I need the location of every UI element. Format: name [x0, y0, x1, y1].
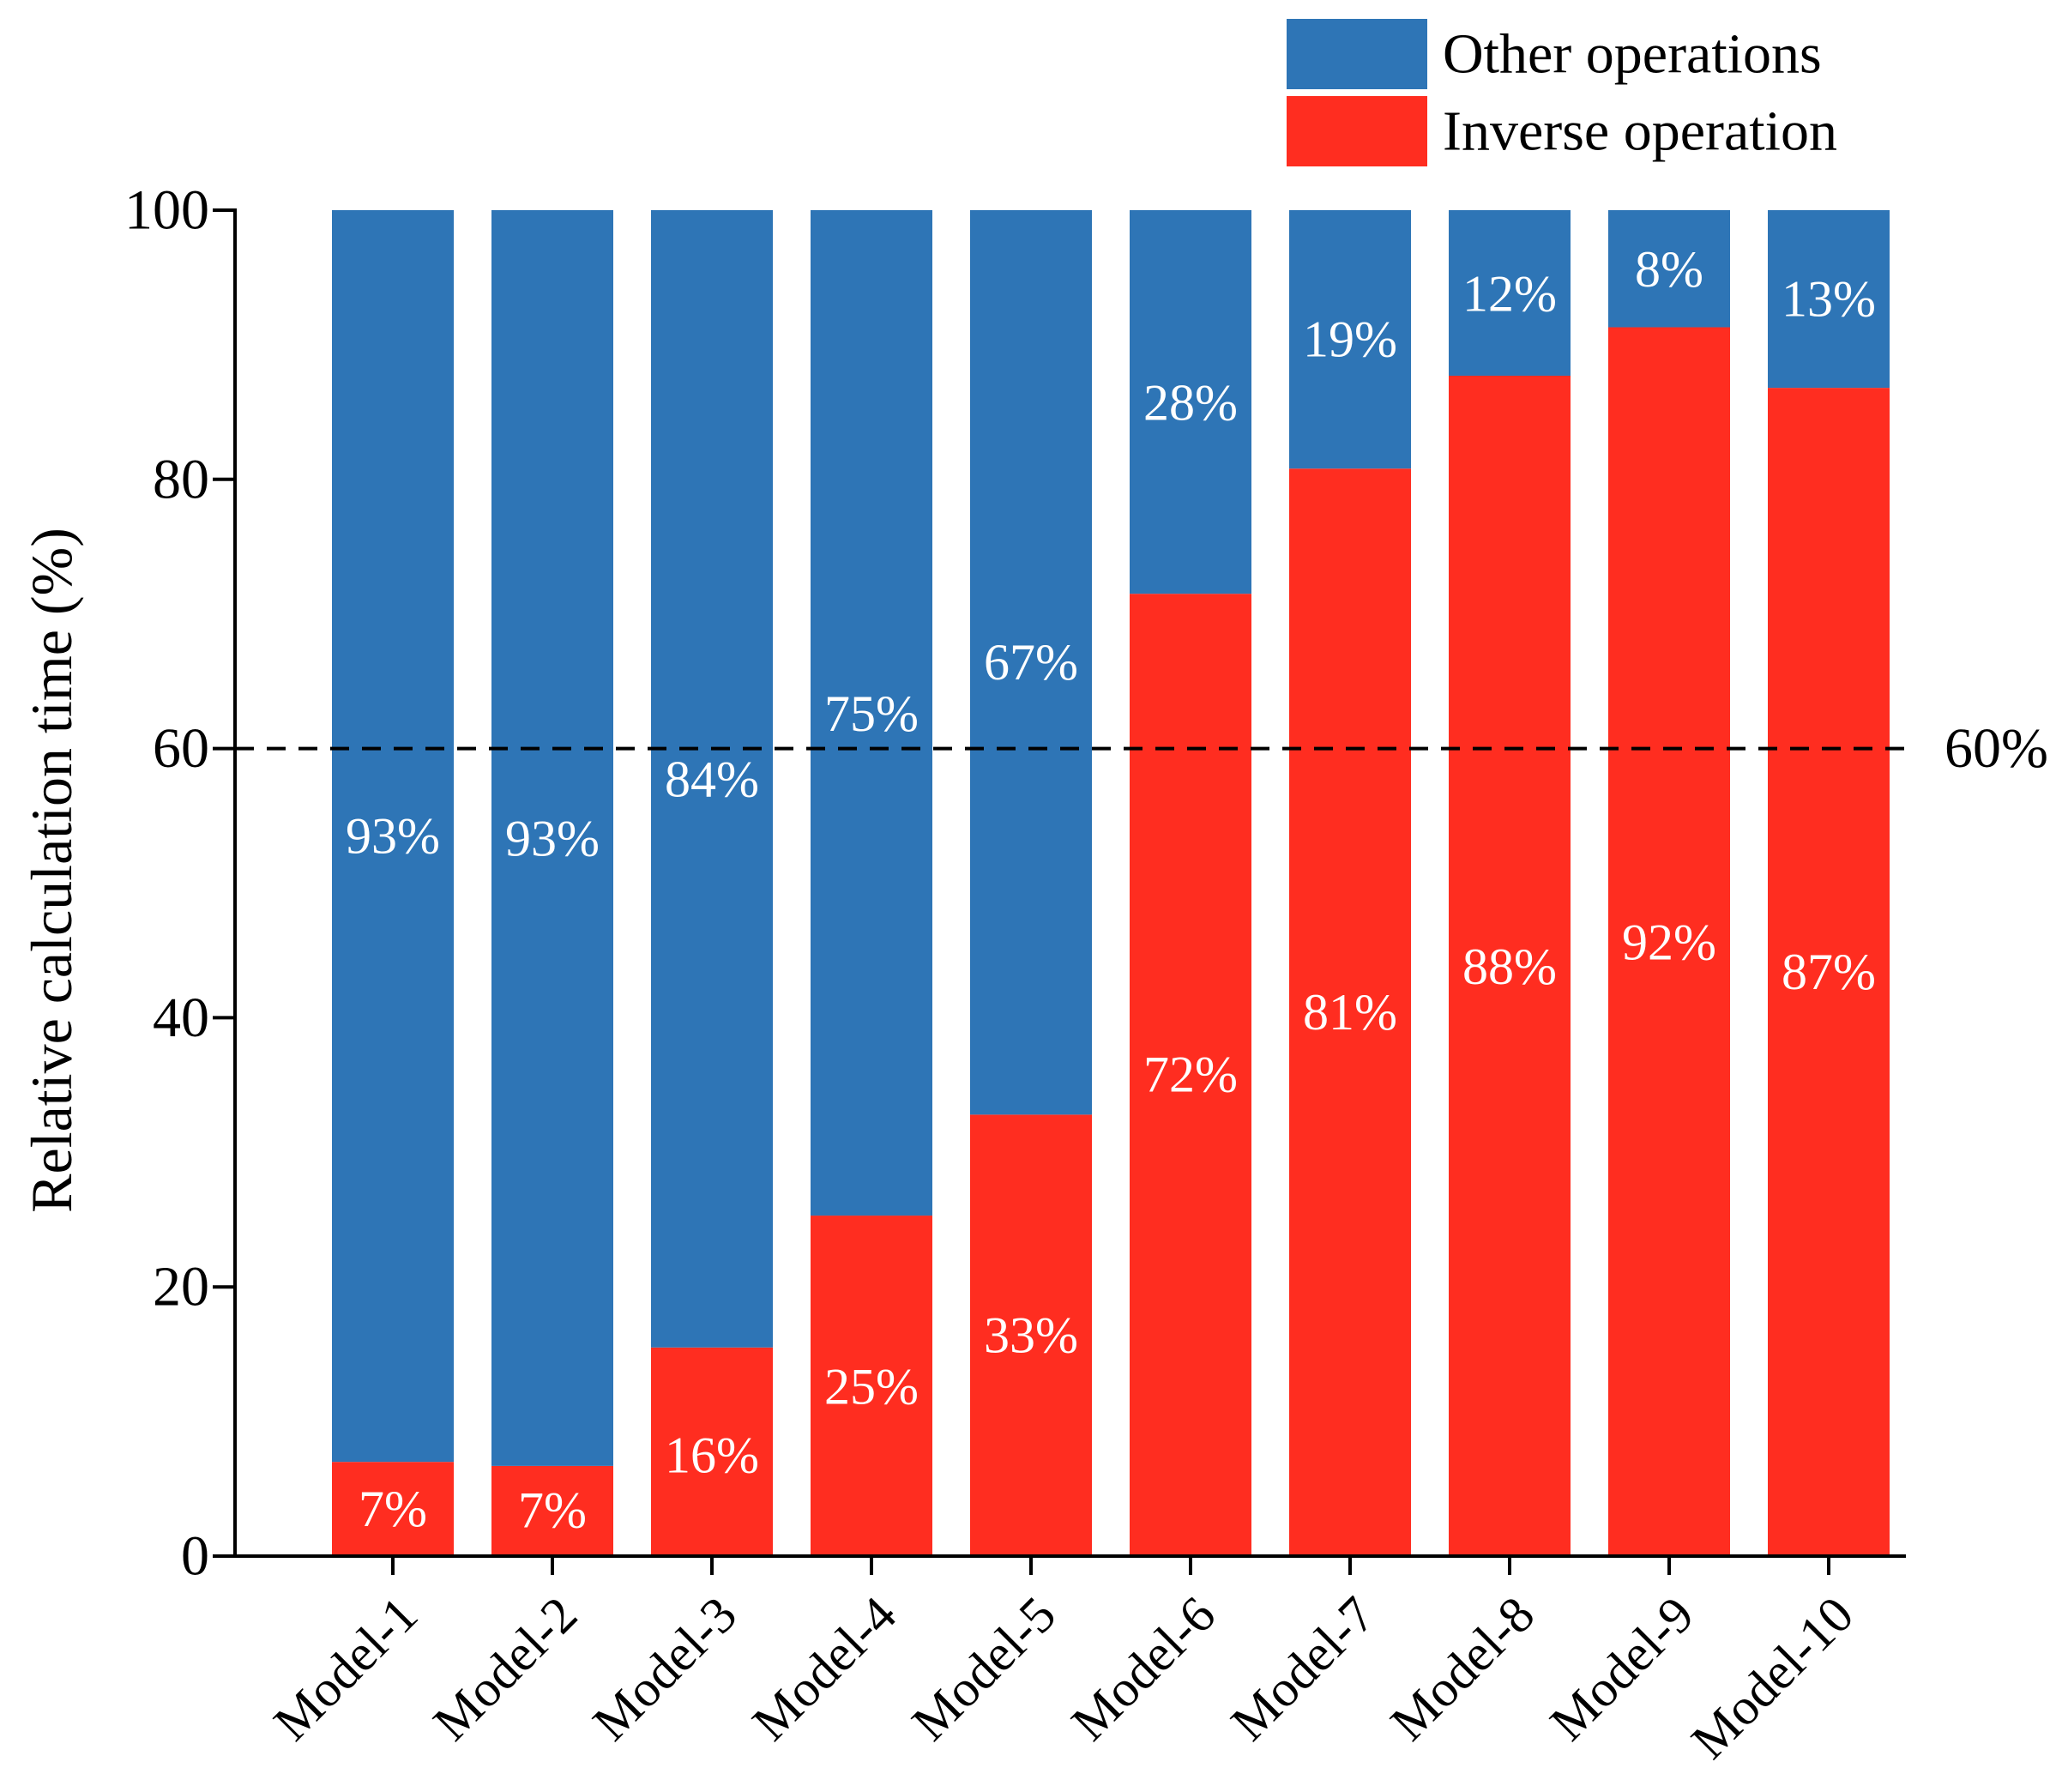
- data-label-inverse-2: 7%: [518, 1482, 587, 1539]
- bar-segment-inverse-3: [651, 1347, 773, 1556]
- bar-segment-inverse-6: [1130, 594, 1251, 1556]
- x-tick-label-3: Model-3: [582, 1586, 748, 1752]
- data-label-inverse-7: 81%: [1303, 984, 1397, 1041]
- data-label-inverse-4: 25%: [824, 1358, 919, 1415]
- y-tick-label-60: 60: [153, 717, 209, 780]
- data-label-other-8: 12%: [1462, 265, 1557, 322]
- bar-segment-other-6: [1130, 210, 1251, 594]
- legend-swatch-other: [1287, 19, 1427, 89]
- y-tick-label-40: 40: [153, 987, 209, 1049]
- bar-segment-inverse-5: [970, 1114, 1092, 1556]
- data-label-inverse-5: 33%: [984, 1307, 1078, 1364]
- bar-segment-inverse-4: [811, 1216, 932, 1556]
- bar-segment-inverse-8: [1449, 375, 1571, 1556]
- data-label-other-1: 93%: [346, 808, 440, 865]
- legend-swatch-inverse: [1287, 96, 1427, 166]
- x-tick-label-10: Model-10: [1680, 1586, 1864, 1770]
- reference-line-label: 60%: [1944, 717, 2048, 780]
- data-label-other-10: 13%: [1782, 271, 1876, 328]
- data-label-other-7: 19%: [1303, 311, 1397, 368]
- y-tick-label-20: 20: [153, 1256, 209, 1318]
- data-label-other-2: 93%: [505, 811, 600, 867]
- bar-segment-other-1: [332, 210, 454, 1463]
- bar-segment-other-5: [970, 210, 1092, 1115]
- legend-label-other: Other operations: [1443, 23, 1822, 86]
- data-label-other-9: 8%: [1635, 241, 1703, 298]
- data-label-inverse-1: 7%: [359, 1481, 427, 1537]
- x-tick-label-9: Model-9: [1540, 1586, 1705, 1752]
- bar-segment-other-10: [1768, 210, 1890, 389]
- data-label-inverse-8: 88%: [1462, 938, 1557, 995]
- bar-segment-other-9: [1608, 210, 1730, 328]
- data-label-other-6: 28%: [1143, 374, 1238, 431]
- x-tick-label-7: Model-7: [1221, 1586, 1386, 1752]
- bar-segment-inverse-7: [1289, 468, 1411, 1556]
- bars-layer: [332, 210, 1890, 1557]
- bar-segment-inverse-9: [1608, 327, 1730, 1557]
- y-axis-label: Relative calculation time (%): [19, 528, 84, 1213]
- bar-segment-inverse-1: [332, 1462, 454, 1556]
- bar-segment-other-3: [651, 210, 773, 1348]
- bar-segment-other-2: [491, 210, 613, 1466]
- data-label-other-4: 75%: [824, 685, 919, 742]
- x-tick-label-6: Model-6: [1061, 1586, 1227, 1752]
- data-label-other-5: 67%: [984, 634, 1078, 691]
- bar-segment-other-8: [1449, 210, 1571, 376]
- x-tick-label-5: Model-5: [901, 1586, 1067, 1752]
- data-label-inverse-10: 87%: [1782, 944, 1876, 1000]
- x-tick-label-2: Model-2: [423, 1586, 588, 1752]
- x-tick-label-8: Model-8: [1380, 1586, 1546, 1752]
- y-tick-label-80: 80: [153, 448, 209, 510]
- data-label-inverse-3: 16%: [665, 1427, 759, 1483]
- data-label-inverse-9: 92%: [1622, 914, 1716, 971]
- x-tick-label-4: Model-4: [742, 1586, 907, 1752]
- bar-segment-other-4: [811, 210, 932, 1216]
- legend: Other operations Inverse operation: [1287, 19, 1837, 166]
- bar-segment-inverse-10: [1768, 388, 1890, 1556]
- data-label-other-3: 84%: [665, 751, 759, 808]
- bar-segment-inverse-2: [491, 1465, 613, 1556]
- bar-segment-other-7: [1289, 210, 1411, 469]
- data-label-inverse-6: 72%: [1143, 1046, 1238, 1102]
- y-tick-label-0: 0: [181, 1525, 209, 1588]
- legend-label-inverse: Inverse operation: [1443, 100, 1837, 163]
- bar-labels-layer: 7% 7% 16% 25% 33% 72% 81% 88% 92% 87% 93% 93% 84% 75%…: [346, 241, 1876, 1539]
- y-tick-label-100: 100: [124, 179, 209, 242]
- x-tick-label-1: Model-1: [263, 1586, 429, 1752]
